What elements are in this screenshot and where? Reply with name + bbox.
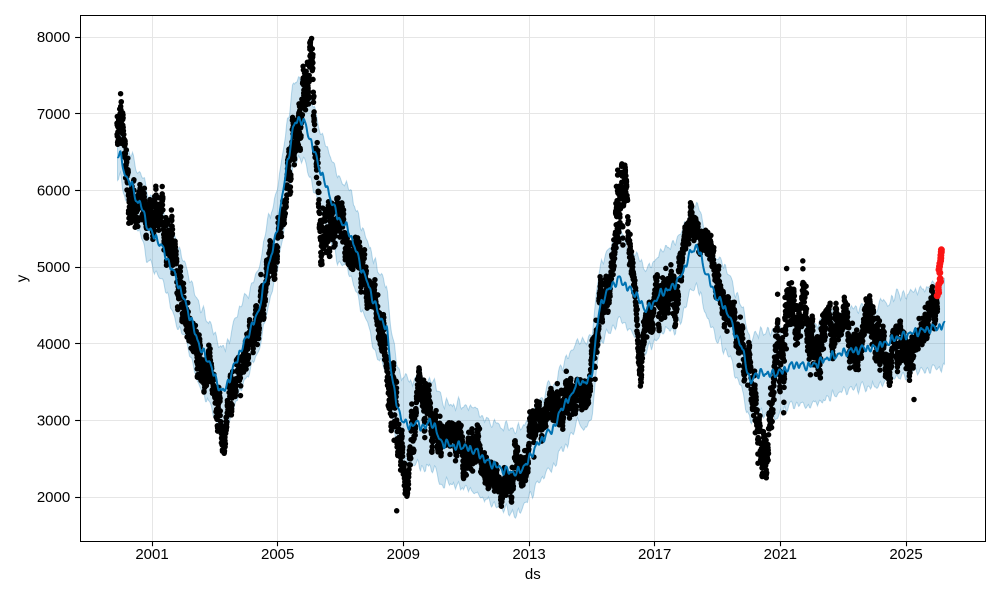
svg-text:2025: 2025 bbox=[889, 546, 922, 563]
svg-text:2001: 2001 bbox=[135, 546, 168, 563]
svg-text:2017: 2017 bbox=[638, 546, 671, 563]
svg-text:2009: 2009 bbox=[387, 546, 420, 563]
svg-text:2000: 2000 bbox=[37, 489, 70, 506]
svg-text:ds: ds bbox=[525, 566, 541, 583]
svg-text:y: y bbox=[14, 274, 31, 282]
svg-text:3000: 3000 bbox=[37, 413, 70, 430]
svg-text:5000: 5000 bbox=[37, 259, 70, 276]
svg-text:7000: 7000 bbox=[37, 106, 70, 123]
svg-text:2021: 2021 bbox=[764, 546, 797, 563]
svg-text:2013: 2013 bbox=[512, 546, 545, 563]
svg-text:4000: 4000 bbox=[37, 336, 70, 353]
svg-text:2005: 2005 bbox=[261, 546, 294, 563]
svg-text:8000: 8000 bbox=[37, 29, 70, 46]
svg-text:6000: 6000 bbox=[37, 183, 70, 200]
